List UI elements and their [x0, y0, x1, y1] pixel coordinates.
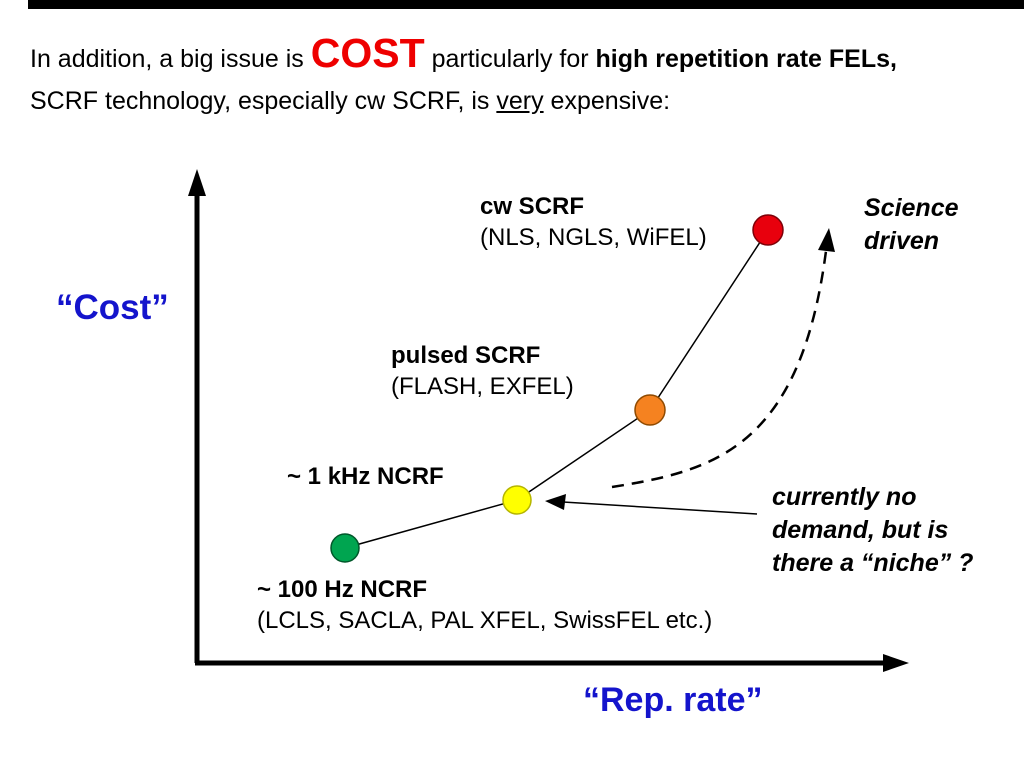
cw-scrf-label-sub: (NLS, NGLS, WiFEL) — [480, 224, 707, 251]
red-dot-cw-scrf — [752, 214, 784, 246]
headline-emphasis: high repetition rate FELs, — [595, 45, 897, 73]
khz-ncrf-label: ~ 1 kHz NCRF — [287, 461, 444, 492]
top-bar — [28, 0, 1024, 9]
cw-scrf-label: cw SCRF (NLS, NGLS, WiFEL) — [480, 191, 707, 253]
hz-ncrf-label-title: ~ 100 Hz NCRF — [257, 576, 428, 603]
dashed-curve-arrowhead — [818, 228, 835, 252]
pulsed-scrf-label: pulsed SCRF (FLASH, EXFEL) — [391, 340, 574, 402]
trend-line — [344, 229, 769, 549]
science-driven-note: Science driven — [864, 194, 959, 255]
pulsed-scrf-label-title: pulsed SCRF — [391, 342, 541, 369]
yellow-dot-1khz-ncrf — [502, 485, 532, 515]
niche-arrowhead — [545, 494, 566, 510]
hz-ncrf-label: ~ 100 Hz NCRF (LCLS, SACLA, PAL XFEL, Sw… — [257, 574, 712, 636]
y-axis-label: “Cost” — [56, 288, 169, 327]
headline-line2-post: expensive: — [543, 87, 671, 115]
headline-mid: particularly for — [424, 45, 596, 73]
y-axis-arrowhead — [188, 169, 206, 196]
orange-dot-pulsed-scrf — [634, 394, 666, 426]
headline-underlined-word: very — [496, 87, 544, 115]
khz-ncrf-label-title: ~ 1 kHz NCRF — [287, 463, 444, 490]
science-driven-dashed-curve — [611, 250, 828, 489]
headline-line2-pre: SCRF technology, especially cw SCRF, is — [30, 87, 497, 115]
niche-arrow — [562, 501, 758, 515]
x-axis-arrowhead — [883, 654, 909, 672]
pulsed-scrf-label-sub: (FLASH, EXFEL) — [391, 373, 574, 400]
x-axis-label: “Rep. rate” — [583, 681, 763, 719]
niche-question-note: currently no demand, but is there a “nic… — [772, 483, 974, 577]
green-dot-100hz-ncrf — [330, 533, 360, 563]
hz-ncrf-label-sub: (LCLS, SACLA, PAL XFEL, SwissFEL etc.) — [257, 607, 713, 634]
headline: In addition, a big issue is COST particu… — [30, 32, 1010, 122]
cw-scrf-label-title: cw SCRF — [480, 193, 585, 220]
cost-word: COST — [310, 30, 425, 76]
headline-intro: In addition, a big issue is — [30, 45, 311, 73]
